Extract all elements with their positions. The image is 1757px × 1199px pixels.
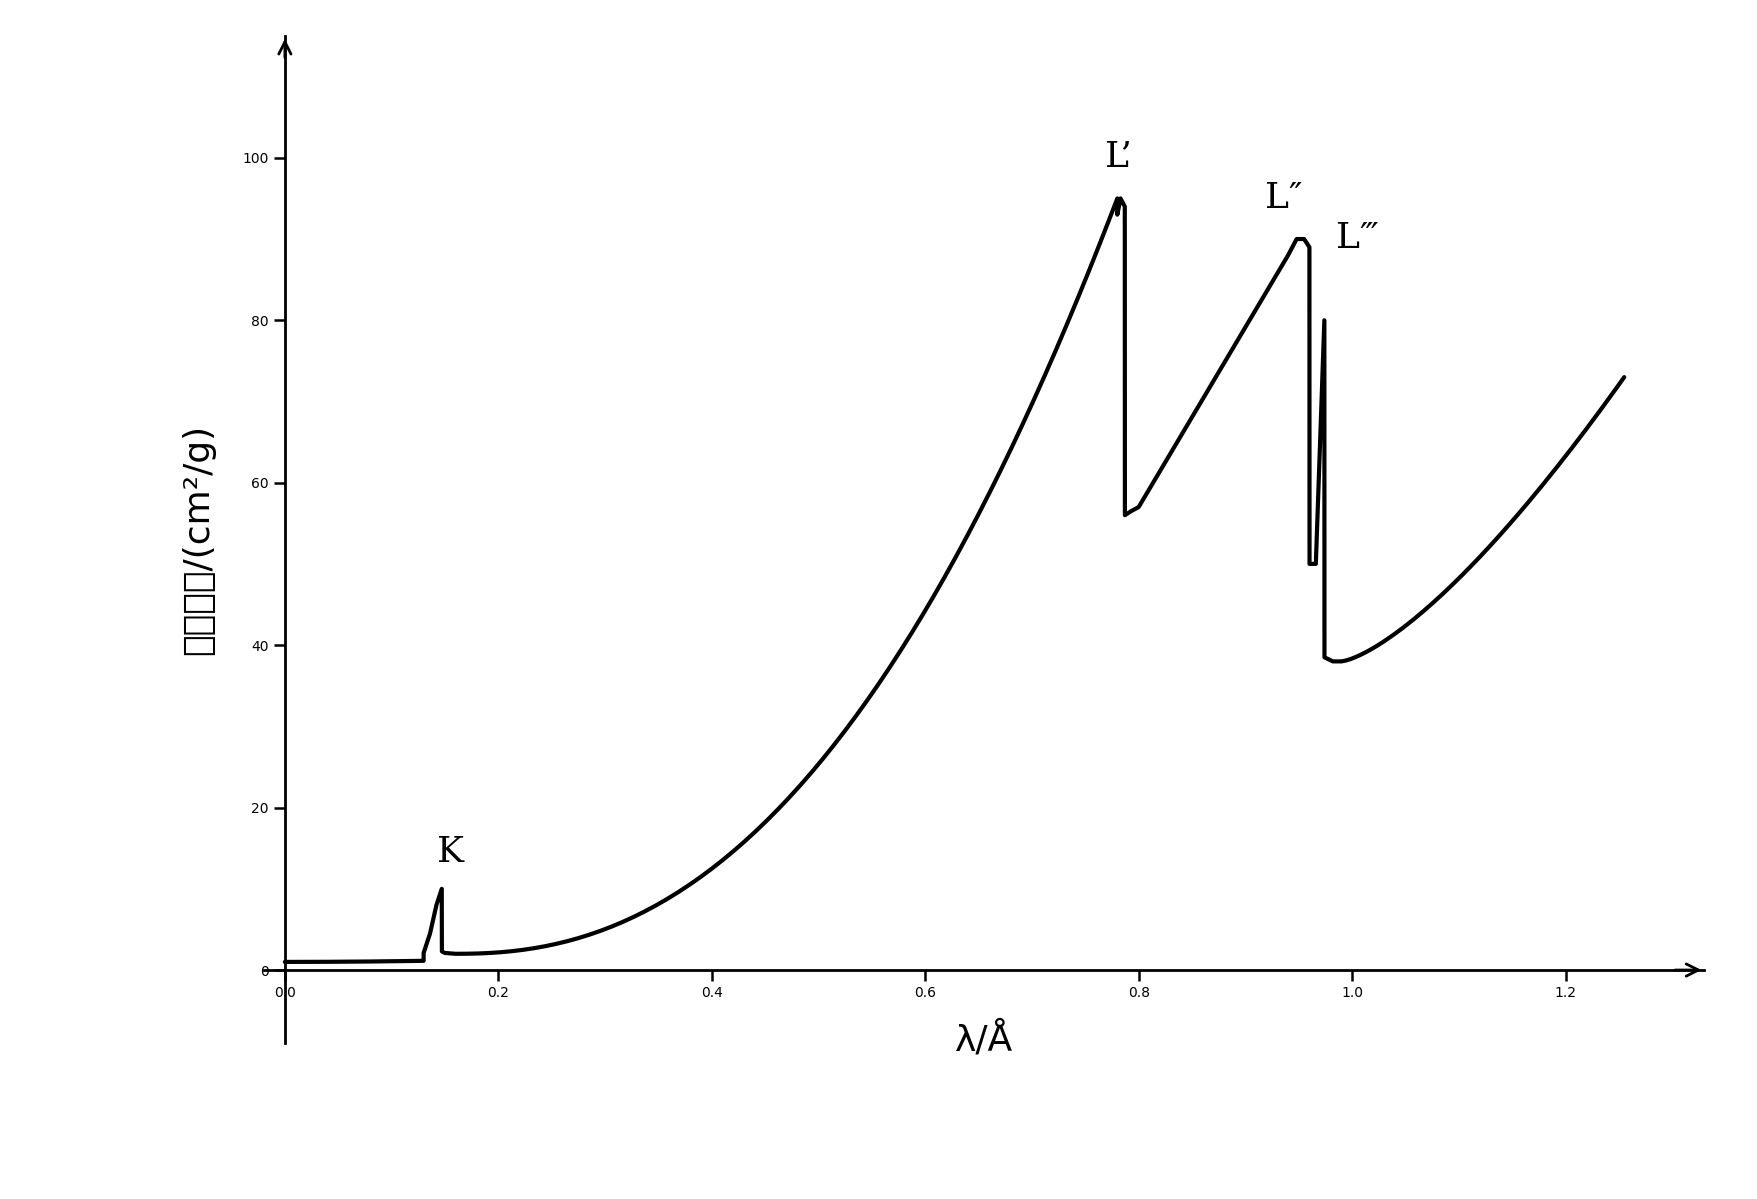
Y-axis label: 吸收系数/(cm²/g): 吸收系数/(cm²/g) (181, 424, 214, 655)
Text: L’: L’ (1105, 140, 1132, 174)
Text: L″: L″ (1265, 181, 1302, 215)
Text: L‴: L‴ (1335, 222, 1379, 255)
Text: K: K (437, 835, 464, 868)
X-axis label: λ/Å: λ/Å (954, 1020, 1014, 1058)
